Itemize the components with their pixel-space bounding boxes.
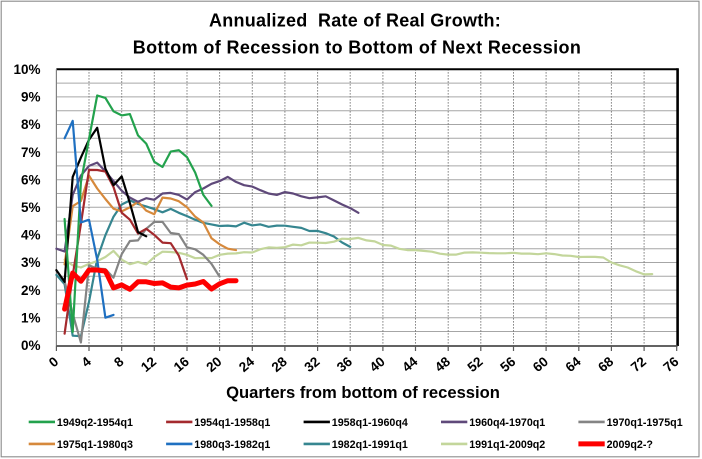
svg-text:1949q2-1954q1: 1949q2-1954q1 bbox=[57, 417, 133, 429]
svg-text:4%: 4% bbox=[21, 228, 41, 243]
svg-text:1958q1-1960q4: 1958q1-1960q4 bbox=[332, 417, 408, 429]
svg-text:1954q1-1958q1: 1954q1-1958q1 bbox=[194, 417, 270, 429]
svg-text:52: 52 bbox=[465, 354, 486, 375]
svg-text:Annualized Rate of Real Growt: Annualized Rate of Real Growth: bbox=[209, 11, 501, 31]
svg-text:8%: 8% bbox=[21, 117, 41, 132]
svg-text:20: 20 bbox=[203, 354, 224, 375]
svg-text:2%: 2% bbox=[21, 283, 41, 298]
svg-text:60: 60 bbox=[530, 354, 551, 375]
svg-text:12: 12 bbox=[138, 354, 159, 375]
svg-text:3%: 3% bbox=[21, 255, 41, 270]
svg-text:1970q1-1975q1: 1970q1-1975q1 bbox=[607, 417, 683, 429]
svg-text:2009q2-?: 2009q2-? bbox=[607, 439, 653, 451]
svg-text:1991q1-2009q2: 1991q1-2009q2 bbox=[469, 439, 545, 451]
svg-text:32: 32 bbox=[301, 354, 322, 375]
svg-text:72: 72 bbox=[628, 354, 649, 375]
svg-text:1975q1-1980q3: 1975q1-1980q3 bbox=[57, 439, 133, 451]
svg-text:1980q3-1982q1: 1980q3-1982q1 bbox=[194, 439, 270, 451]
svg-text:1960q4-1970q1: 1960q4-1970q1 bbox=[469, 417, 545, 429]
svg-text:Bottom of Recession to Bottom: Bottom of Recession to Bottom of Next Re… bbox=[133, 38, 581, 58]
svg-text:Quarters from bottom of recess: Quarters from bottom of recession bbox=[226, 383, 500, 402]
svg-text:9%: 9% bbox=[21, 90, 41, 105]
svg-text:1%: 1% bbox=[21, 310, 41, 325]
svg-text:10%: 10% bbox=[13, 62, 40, 77]
svg-text:0%: 0% bbox=[21, 338, 41, 353]
svg-text:5%: 5% bbox=[21, 200, 41, 215]
svg-text:40: 40 bbox=[367, 354, 388, 375]
svg-text:1982q1-1991q1: 1982q1-1991q1 bbox=[332, 439, 408, 451]
svg-text:7%: 7% bbox=[21, 145, 41, 160]
svg-text:6%: 6% bbox=[21, 172, 41, 187]
